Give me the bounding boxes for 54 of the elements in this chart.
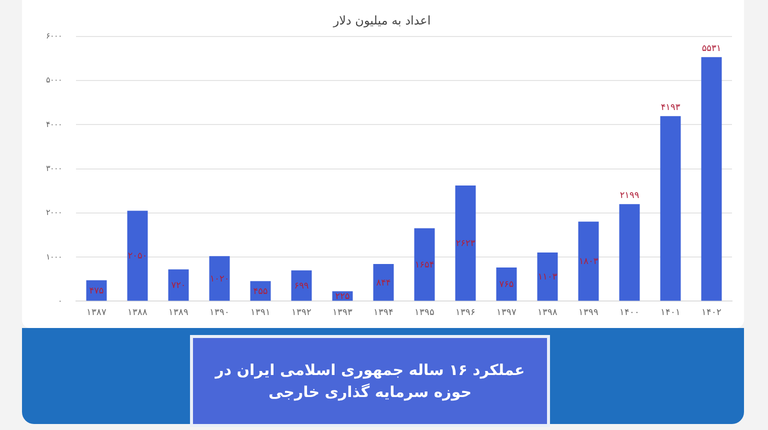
y-tick-label: ۵۰۰۰ <box>46 76 62 85</box>
data-label: ۲۰۵۰ <box>128 252 148 262</box>
y-tick-label: ۴۰۰۰ <box>46 120 62 129</box>
data-label: ۶۹۹ <box>294 282 309 292</box>
x-tick-label: ۱۳۹۸ <box>538 307 558 318</box>
y-tick-label: ۲۰۰۰ <box>46 208 62 218</box>
bar <box>373 264 394 301</box>
x-tick-label: ۱۴۰۰ <box>620 307 640 318</box>
x-tick-label: ۱۳۸۹ <box>168 307 188 318</box>
data-label: ۱۶۵۴ <box>414 260 434 270</box>
bar <box>209 256 230 301</box>
data-label: ۲۶۲۳ <box>456 239 476 250</box>
bar <box>291 270 312 301</box>
data-label: ۷۶۵ <box>499 280 514 290</box>
bar <box>168 269 189 301</box>
bar <box>537 252 558 301</box>
x-tick-label: ۱۳۹۱ <box>250 307 270 318</box>
bar <box>578 222 599 301</box>
data-label: ۴۷۵ <box>89 286 104 296</box>
y-tick-label: ۶۰۰۰ <box>46 32 62 41</box>
chart-title: اعداد به میلیون دلار <box>332 13 431 28</box>
x-tick-label: ۱۳۹۲ <box>292 307 312 318</box>
x-tick-label: ۱۳۹۷ <box>496 307 516 318</box>
x-tick-label: ۱۴۰۲ <box>702 307 722 318</box>
x-tick-label: ۱۳۹۴ <box>374 307 394 318</box>
data-label: ۵۵۳۱ <box>702 44 722 54</box>
x-tick-label: ۱۴۰۱ <box>660 307 680 318</box>
bar <box>414 228 435 301</box>
data-label: ۸۴۴ <box>376 278 391 288</box>
x-tick-label: ۱۳۹۹ <box>578 307 598 318</box>
x-tick-label: ۱۳۸۸ <box>128 307 148 318</box>
data-label: ۱۰۲۰ <box>210 274 230 284</box>
bar <box>701 57 722 301</box>
bar <box>127 210 148 301</box>
data-label: ۲۱۹۹ <box>620 191 640 202</box>
x-tick-label: ۱۳۹۳ <box>332 307 352 318</box>
y-tick-label: ۳۰۰۰ <box>46 164 62 174</box>
data-label: ۴۵۵ <box>253 286 268 297</box>
bar <box>619 204 640 301</box>
x-tick-label: ۱۳۸۷ <box>86 307 106 318</box>
y-tick-label: ۰ <box>58 296 62 306</box>
data-label: ۲۲۵ <box>335 292 350 302</box>
data-label: ۴۱۹۳ <box>660 103 680 114</box>
bar <box>660 116 681 301</box>
data-label: ۱۸۰۳ <box>578 257 598 268</box>
x-tick-label: ۱۳۹۶ <box>456 307 476 318</box>
data-label: ۱۱۰۳ <box>538 272 558 283</box>
x-tick-label: ۱۳۹۰ <box>210 307 230 318</box>
x-tick-label: ۱۳۹۵ <box>414 307 434 318</box>
data-label: ۷۲۰ <box>171 281 186 292</box>
text: عملکرد ۱۶ ساله جمهوری اسلامی ایران در حوزه سرمایه گذاری خارجی <box>190 335 550 427</box>
bar <box>455 185 476 301</box>
bar <box>496 267 517 301</box>
y-tick-label: ۱۰۰۰ <box>46 252 62 262</box>
